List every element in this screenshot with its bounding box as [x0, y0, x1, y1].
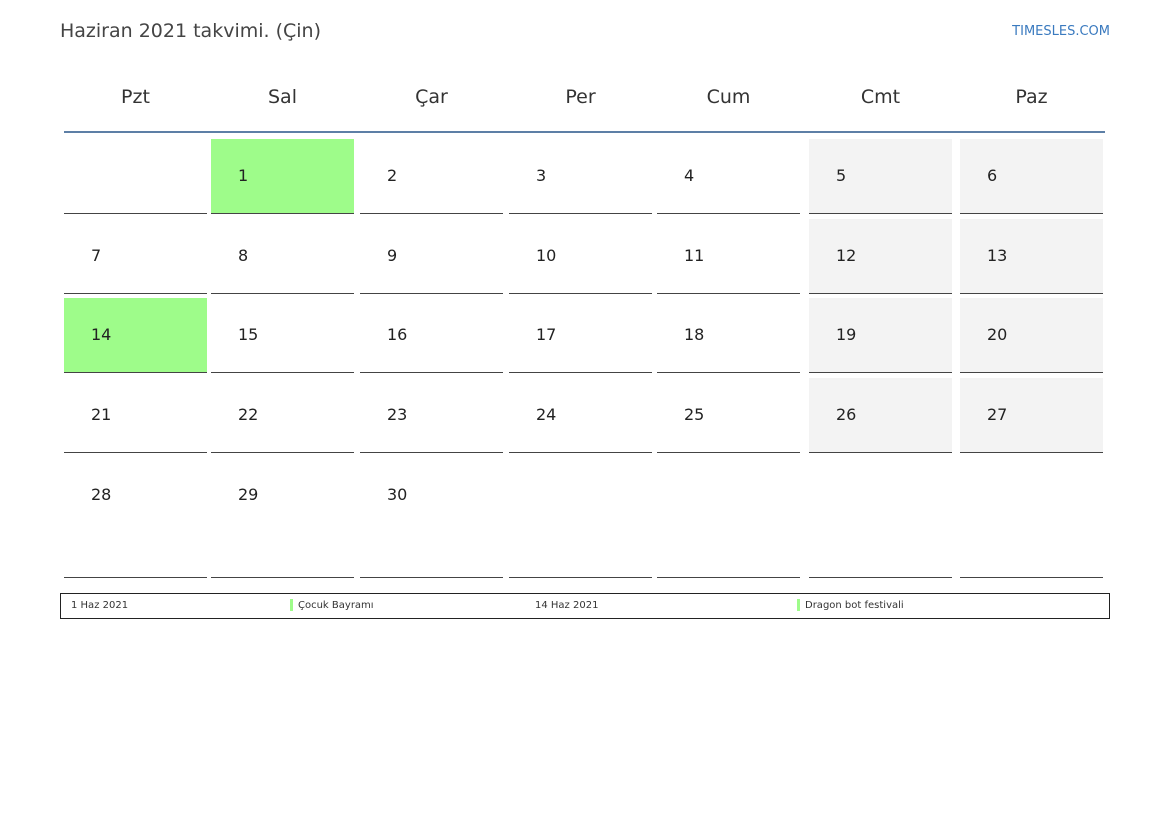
weekday: Pzt: [121, 86, 150, 108]
weekday: Paz: [1015, 86, 1048, 108]
day-cell: [657, 458, 800, 578]
day-cell: [657, 139, 800, 214]
site-link[interactable]: TIMESLES.COM: [1012, 24, 1110, 39]
day-cell: [360, 298, 503, 373]
day-cell: [960, 298, 1103, 373]
day-cell: [809, 458, 952, 578]
day-cell: [960, 458, 1103, 578]
day-cell: [360, 378, 503, 453]
weekday: Sal: [268, 86, 297, 108]
day-number: 11: [684, 246, 705, 265]
holiday-name: Çocuk Bayramı: [298, 600, 374, 611]
day-cell: [657, 219, 800, 294]
day-number: 1: [238, 166, 249, 185]
day-cell: [509, 458, 652, 578]
day-number: 17: [536, 325, 557, 344]
day-cell: [960, 139, 1103, 214]
day-number: 30: [387, 485, 408, 504]
day-number: 18: [684, 325, 705, 344]
day-number: 6: [987, 166, 998, 185]
day-cell: [64, 298, 207, 373]
day-cell: [509, 139, 652, 214]
day-number: 26: [836, 405, 857, 424]
day-number: 28: [91, 485, 112, 504]
day-cell: [211, 378, 354, 453]
day-number: 16: [387, 325, 408, 344]
header-rule: [64, 131, 1105, 133]
day-cell: [809, 139, 952, 214]
day-number: 14: [91, 325, 112, 344]
day-number: 24: [536, 405, 557, 424]
day-number: 19: [836, 325, 857, 344]
day-cell: [211, 219, 354, 294]
weekday: Per: [565, 86, 596, 108]
holiday-date: 1 Haz 2021: [71, 600, 129, 611]
holiday-name: Dragon bot festivali: [805, 600, 904, 611]
day-cell: [809, 298, 952, 373]
day-number: 8: [238, 246, 249, 265]
day-cell: [657, 298, 800, 373]
day-cell: [809, 378, 952, 453]
day-cell: [960, 219, 1103, 294]
day-number: 4: [684, 166, 695, 185]
day-cell: [64, 219, 207, 294]
day-cell: [809, 219, 952, 294]
day-number: 20: [987, 325, 1008, 344]
day-cell: [360, 219, 503, 294]
day-cell: [960, 378, 1103, 453]
day-number: 22: [238, 405, 259, 424]
day-number: 15: [238, 325, 259, 344]
day-cell: [211, 139, 354, 214]
day-number: 9: [387, 246, 398, 265]
day-cell: [64, 378, 207, 453]
day-cell: [360, 458, 503, 578]
day-cell: [211, 298, 354, 373]
day-number: 7: [91, 246, 102, 265]
day-number: 10: [536, 246, 557, 265]
day-number: 12: [836, 246, 857, 265]
day-number: 13: [987, 246, 1008, 265]
day-number: 3: [536, 166, 547, 185]
weekday: Cum: [706, 86, 751, 108]
day-cell: [211, 458, 354, 578]
day-cell: [360, 139, 503, 214]
day-cell: [509, 219, 652, 294]
day-number: 29: [238, 485, 259, 504]
holiday-date: 14 Haz 2021: [535, 600, 599, 611]
holiday-marker: [290, 599, 293, 611]
day-cell: [657, 378, 800, 453]
day-number: 5: [836, 166, 847, 185]
legend-box: [60, 593, 1110, 619]
day-number: 27: [987, 405, 1008, 424]
day-number: 21: [91, 405, 112, 424]
day-cell: [64, 458, 207, 578]
day-cell: [509, 378, 652, 453]
day-number: 25: [684, 405, 705, 424]
day-cell: [509, 298, 652, 373]
day-number: 2: [387, 166, 398, 185]
weekday: Cmt: [860, 86, 901, 108]
day-number: 23: [387, 405, 408, 424]
weekday: Çar: [415, 86, 448, 108]
day-cell: [64, 139, 207, 214]
holiday-marker: [797, 599, 800, 611]
title: Haziran 2021 takvimi. (Çin): [60, 20, 322, 42]
